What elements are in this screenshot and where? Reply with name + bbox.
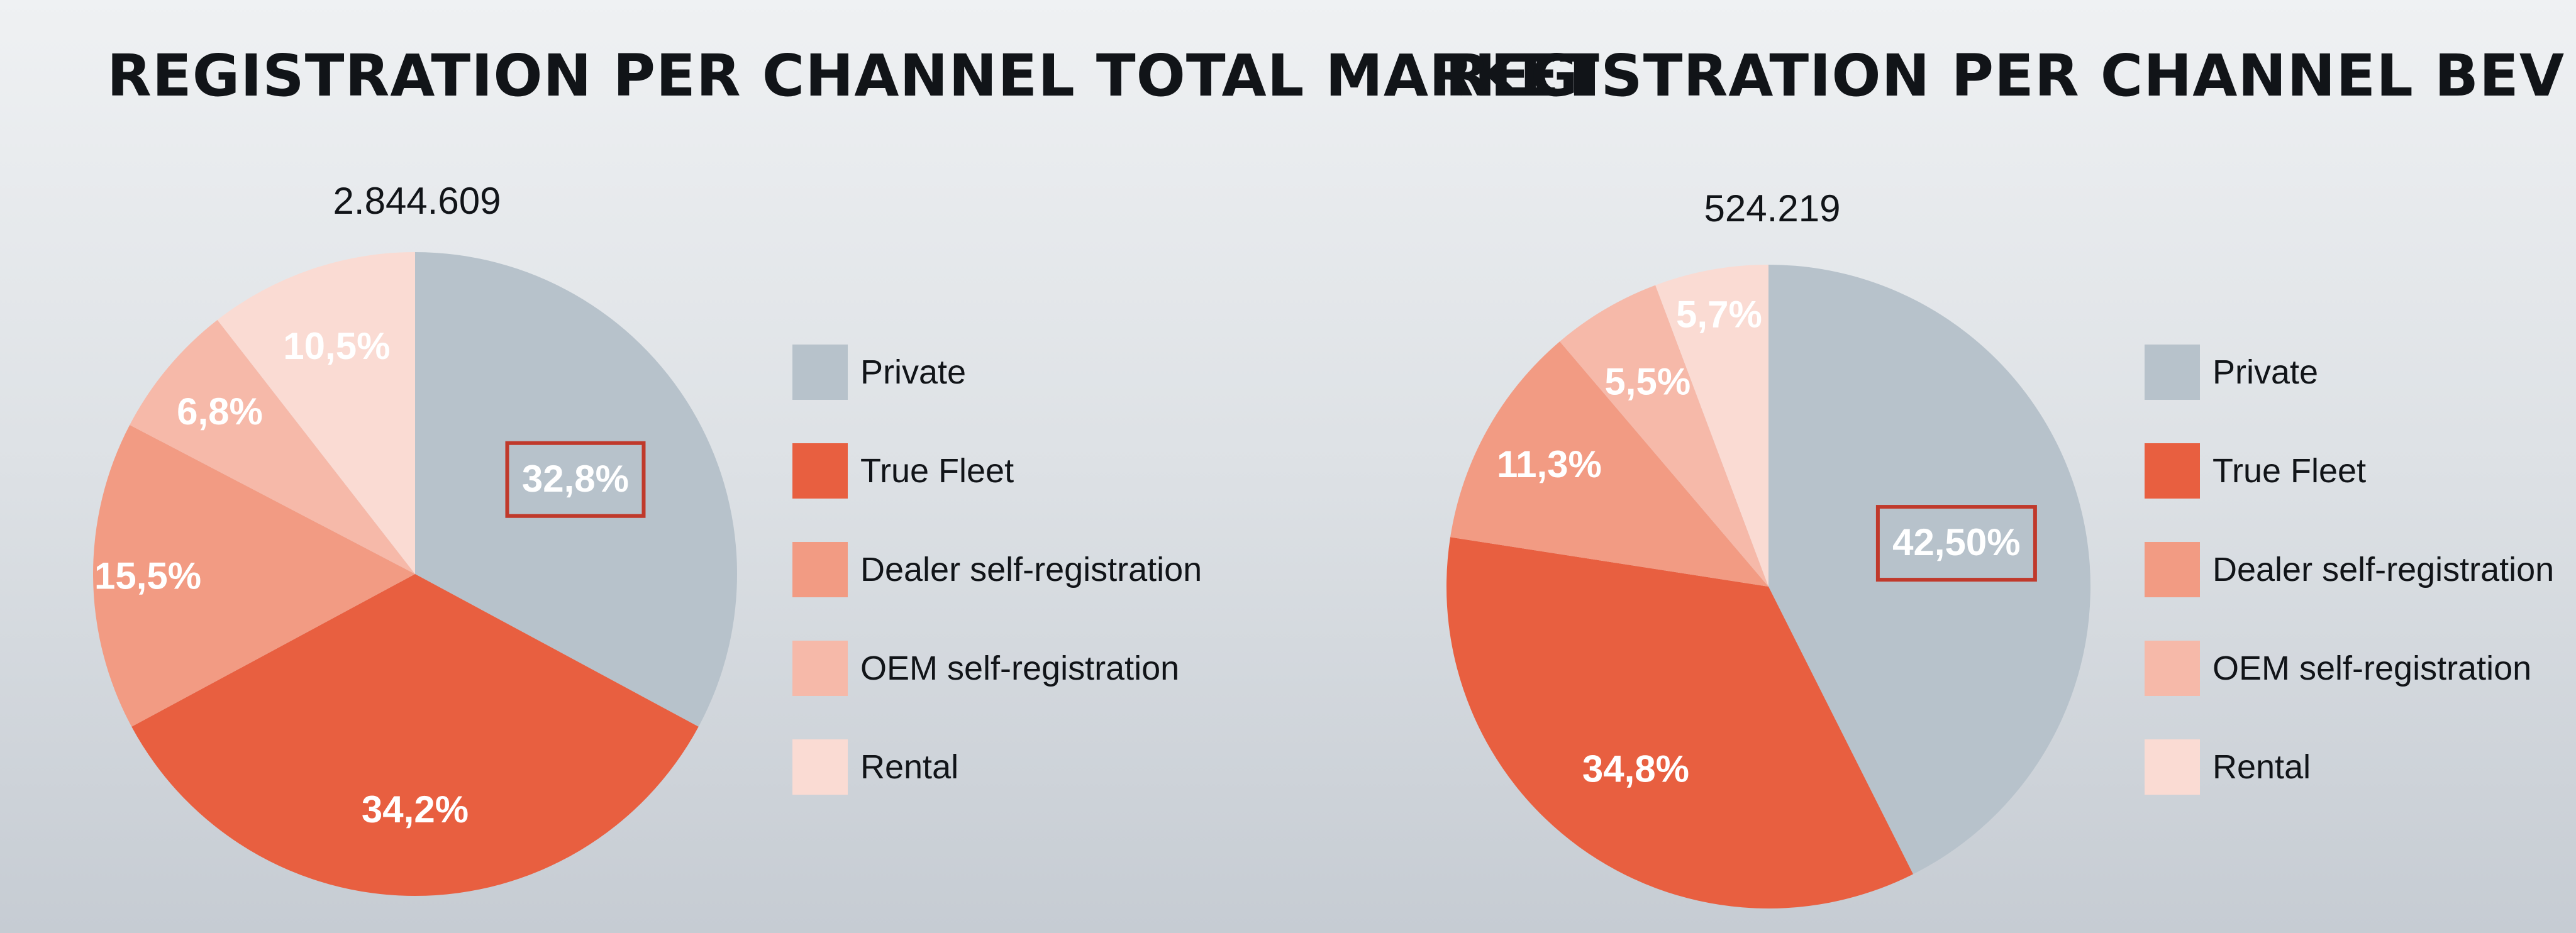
pie-slice-oem-self-registration: [1560, 285, 1768, 587]
legend-swatch: [792, 542, 848, 597]
chart-total: 2.844.609: [333, 180, 501, 222]
pie-slice-true-fleet: [1446, 537, 1913, 909]
slice-label-dealer-self-registration: 15,5%: [94, 555, 201, 597]
legend-item-private: Private: [792, 345, 966, 400]
legend-label: True Fleet: [2212, 452, 2366, 490]
legend-item-true-fleet: True Fleet: [2145, 443, 2366, 499]
slice-label-oem-self-registration: 6,8%: [177, 390, 263, 433]
chart-legend: Private True Fleet Dealer self-registratio…: [2145, 345, 2554, 795]
slice-label-rental: 10,5%: [283, 325, 390, 367]
legend-label: OEM self-registration: [2212, 649, 2531, 687]
slice-label-oem-self-registration: 5,5%: [1604, 360, 1690, 402]
chart-total: 524.219: [1704, 187, 1841, 229]
slice-label-true-fleet: 34,2%: [362, 788, 469, 831]
legend-swatch: [792, 739, 848, 795]
legend-item-private: Private: [2145, 345, 2318, 400]
pie-labels: 42,50% 34,8% 11,3%5,5% 5,7%: [1497, 294, 2037, 790]
pie-chart-total-market: REGISTRATION PER CHANNEL TOTAL MARKET 2.…: [92, 42, 1600, 896]
highlight-box: [505, 441, 646, 518]
highlight-box: [1875, 505, 2037, 582]
legend-label: Private: [860, 353, 966, 391]
pie-slices: [92, 252, 737, 896]
legend-label: Dealer self-registration: [860, 551, 1202, 588]
legend-label: Dealer self-registration: [2212, 551, 2554, 588]
pie-slices: [1446, 265, 2090, 909]
pie-slice-dealer-self-registration: [1450, 341, 1768, 587]
legend-label: Rental: [2212, 748, 2311, 786]
legend-item-dealer-self-registration: Dealer self-registration: [2145, 542, 2554, 597]
legend-swatch: [792, 443, 848, 499]
slice-label-private: 42,50%: [1892, 521, 2021, 563]
slice-label-dealer-self-registration: 11,3%: [1497, 443, 1602, 485]
legend-item-dealer-self-registration: Dealer self-registration: [792, 542, 1202, 597]
slice-label-private: 32,8%: [522, 458, 629, 500]
pie-slice-private: [415, 252, 737, 727]
pie-labels: 32,8% 34,2% 15,5% 6,8% 10,5%: [94, 325, 646, 831]
legend-swatch: [2145, 641, 2200, 696]
slice-label-rental: 5,7%: [1676, 294, 1762, 336]
legend-label: OEM self-registration: [860, 649, 1179, 687]
pie-slice-rental: [1655, 265, 1768, 587]
legend-item-oem-self-registration: OEM self-registration: [792, 641, 1179, 696]
pie-slice-dealer-self-registration: [92, 424, 415, 727]
pie-slice-true-fleet: [131, 574, 699, 896]
pie-slice-oem-self-registration: [130, 319, 416, 574]
legend-swatch: [792, 345, 848, 400]
chart-title: REGISTRATION PER CHANNEL TOTAL MARKET: [107, 42, 1600, 109]
pie-slice-rental: [217, 252, 415, 574]
legend-item-oem-self-registration: OEM self-registration: [2145, 641, 2531, 696]
legend-label: True Fleet: [860, 452, 1014, 490]
legend-item-true-fleet: True Fleet: [792, 443, 1014, 499]
pie-chart-bev-only: REGISTRATION PER CHANNEL BEV ONLY 524.21…: [1445, 42, 2576, 909]
legend-swatch: [2145, 739, 2200, 795]
slice-label-true-fleet: 34,8%: [1582, 748, 1689, 790]
legend-swatch: [2145, 345, 2200, 400]
chart-legend: Private True Fleet Dealer self-registratio…: [792, 345, 1202, 795]
chart-title: REGISTRATION PER CHANNEL BEV ONLY: [1445, 42, 2576, 109]
legend-swatch: [2145, 542, 2200, 597]
legend-item-rental: Rental: [2145, 739, 2311, 795]
legend-item-rental: Rental: [792, 739, 958, 795]
legend-swatch: [792, 641, 848, 696]
legend-label: Private: [2212, 353, 2318, 391]
pie-slice-private: [1768, 265, 2090, 875]
legend-label: Rental: [860, 748, 958, 786]
legend-swatch: [2145, 443, 2200, 499]
